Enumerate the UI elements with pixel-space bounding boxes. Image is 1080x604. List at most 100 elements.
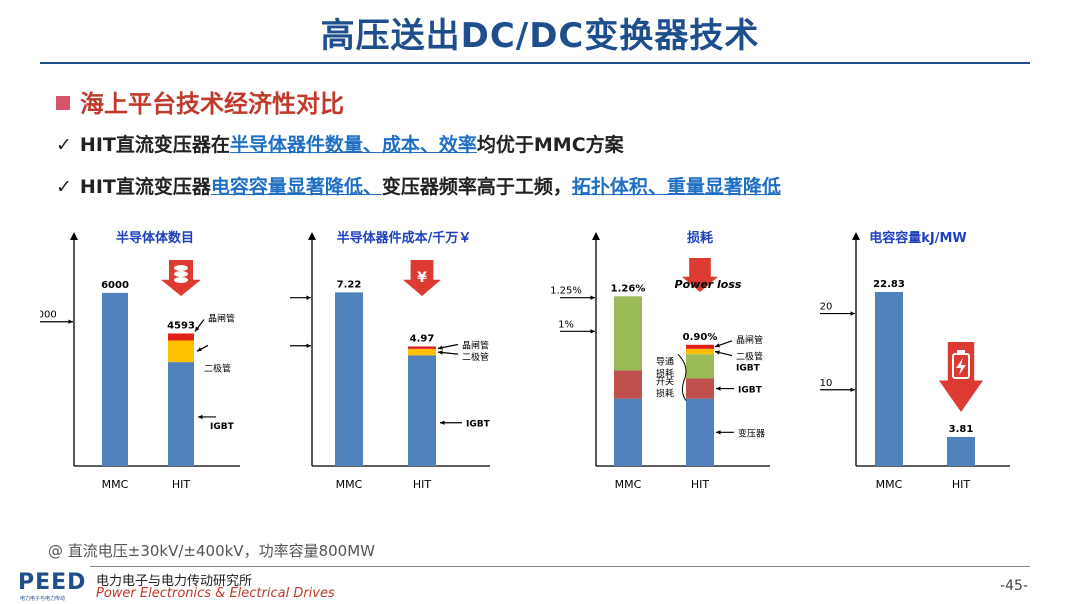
bullet-2-highlight-1: 电容容量显著降低、: [210, 176, 382, 198]
lightning-icon: [956, 358, 966, 375]
annotation-arrow-head: [195, 326, 200, 332]
annotation-arrow-head: [716, 386, 721, 391]
page-number: -45-: [1000, 578, 1028, 594]
bullet-2-pre: HIT直流变压器: [79, 176, 211, 198]
down-arrow-icon: [403, 260, 441, 296]
y-tick-label: 10: [820, 378, 832, 389]
chart-title: 半导体器件成本/千万￥: [337, 230, 472, 246]
battery-cap: [957, 350, 965, 354]
footer-divider: [90, 566, 1030, 567]
bar-segment: [408, 348, 436, 356]
section-heading: 海上平台技术经济性对比: [56, 84, 344, 119]
y-tick-arrow-head: [590, 295, 595, 300]
y-tick-label: 5000: [40, 310, 57, 321]
annotation-arrow-head: [715, 350, 720, 355]
y-tick-arrow-head: [850, 311, 855, 316]
x-tick-label: HIT: [952, 478, 971, 491]
brace-line: [677, 353, 687, 401]
chart-loss: 损耗 1.25% 1% 1.26% MMC 0.90% HIT Power loss 晶闸管二极…: [550, 230, 770, 491]
power-loss-label: Power loss: [675, 278, 742, 291]
side-label: 开关: [656, 376, 674, 388]
y-tick-arrow-head: [68, 319, 73, 324]
y-tick-label: 1%: [558, 319, 574, 330]
annotation-label: 晶闸管: [208, 312, 235, 324]
bullet-2-mid: 变压器频率高于工频，: [381, 176, 572, 198]
annotation-arrow-head: [440, 420, 445, 425]
bullet-1-post: 均优于MMC方案: [476, 134, 624, 156]
annotation-arrow-head: [197, 347, 202, 352]
annotation-label: IGBT: [736, 363, 761, 373]
coin-stack-icon: [174, 265, 188, 271]
bar-segment: [168, 340, 194, 363]
y-tick-arrow-head: [590, 329, 595, 334]
bar-segment: [686, 354, 714, 379]
y-tick-label: 20: [820, 302, 832, 313]
square-bullet-icon: [56, 96, 70, 110]
x-tick-label: MMC: [102, 478, 129, 491]
org-name-en: Power Electronics & Electrical Drives: [96, 586, 335, 601]
x-tick-label: HIT: [172, 478, 191, 491]
annotation-label: IGBT: [466, 420, 491, 430]
y-tick-arrow-head: [850, 387, 855, 392]
bullet-1-pre: HIT直流变压器在: [79, 134, 230, 156]
bar-total-label: 6000: [101, 280, 129, 291]
y-axis-arrow: [70, 232, 78, 240]
annotation-arrow-head: [438, 345, 443, 350]
title-divider: [40, 62, 1030, 64]
bar-segment: [947, 436, 975, 466]
x-tick-label: HIT: [413, 478, 432, 491]
peed-logo: PEED: [18, 570, 87, 595]
annotation-label: 二极管: [736, 351, 763, 363]
bar-segment: [686, 348, 714, 355]
annotation-label: IGBT: [210, 422, 235, 432]
peed-logo-subtitle: 电力电子与电力传动: [20, 596, 66, 602]
annotation-arrow-head: [438, 350, 443, 355]
annotation-label: 晶闸管: [462, 339, 489, 351]
bullet-2-highlight-2: 拓扑体积、重量显著降低: [571, 176, 781, 198]
footnote: @ 直流电压±30kV/±400kV，功率容量800MW: [48, 542, 375, 560]
bullet-2: ✓ HIT直流变压器电容容量显著降低、变压器频率高于工频，拓扑体积、重量显著降低: [56, 172, 781, 199]
coin-stack-icon: [174, 277, 188, 283]
bullet-1: ✓ HIT直流变压器在半导体器件数量、成本、效率均优于MMC方案: [56, 130, 624, 157]
bar-segment: [686, 344, 714, 349]
org-name-cn: 电力电子与电力传动研究所: [96, 574, 253, 589]
annotation-label: 二极管: [462, 351, 489, 363]
annotation-arrow-head: [198, 414, 203, 420]
bar-total-label: 4593: [167, 320, 195, 331]
chart-title: 损耗: [687, 230, 713, 246]
chart-title: 半导体体数目: [116, 230, 194, 246]
chart-capacitor-energy: 电容容量kJ/MW 20 10 22.83 MMC 3.81 HIT: [820, 230, 1010, 491]
y-axis-arrow: [308, 232, 316, 240]
section-label: 海上平台技术经济性对比: [80, 90, 344, 118]
x-tick-label: MMC: [615, 478, 642, 491]
bar-segment: [614, 398, 642, 466]
bar-segment: [408, 346, 436, 349]
bar-total-label: 22.83: [873, 279, 905, 290]
check-icon: ✓: [56, 176, 72, 198]
side-label: 损耗: [656, 388, 674, 400]
annotation-label: 二极管: [204, 362, 231, 374]
annotation-arrow-head: [715, 343, 720, 348]
coin-stack-icon: [174, 271, 188, 277]
bar-segment: [168, 333, 194, 341]
y-axis-arrow: [592, 232, 600, 240]
bar-total-label: 3.81: [949, 424, 974, 435]
y-axis-arrow: [852, 232, 860, 240]
bar-segment: [102, 292, 128, 466]
bar-total-label: 0.90%: [683, 332, 718, 343]
x-tick-label: MMC: [876, 478, 903, 491]
bar-segment: [168, 362, 194, 466]
annotation-label: 晶闸管: [736, 334, 763, 346]
side-label: 导通: [656, 356, 674, 367]
page-title: 高压送出DC/DC变换器技术: [320, 16, 760, 56]
bar-total-label: 7.22: [337, 279, 362, 290]
bullet-1-highlight: 半导体器件数量、成本、效率: [229, 134, 477, 156]
bar-segment: [875, 291, 903, 466]
y-tick-arrow-head: [306, 343, 311, 348]
y-tick-arrow-head: [306, 295, 311, 300]
bar-total-label: 4.97: [410, 333, 435, 344]
down-arrow-icon: [682, 258, 718, 292]
yen-icon: ¥: [417, 270, 427, 286]
bar-segment: [614, 370, 642, 399]
annotation-arrow-head: [716, 430, 721, 435]
